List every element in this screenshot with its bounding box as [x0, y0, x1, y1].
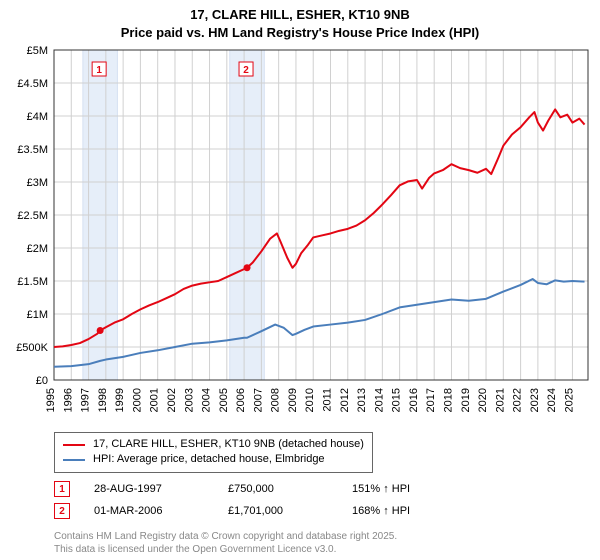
sale-date: 01-MAR-2006 [94, 505, 204, 517]
legend-item-hpi: HPI: Average price, detached house, Elmb… [63, 452, 364, 467]
svg-text:2023: 2023 [529, 388, 541, 412]
svg-text:2017: 2017 [425, 388, 437, 412]
legend: 17, CLARE HILL, ESHER, KT10 9NB (detache… [54, 432, 373, 473]
footer-line-2: This data is licensed under the Open Gov… [54, 543, 397, 556]
sale-price: £1,701,000 [228, 505, 328, 517]
legend-item-property: 17, CLARE HILL, ESHER, KT10 9NB (detache… [63, 437, 364, 452]
price-chart: £0 £500K £1M £1.5M £2M £2.5M £3M £3.5M £4M £4.5M £… [0, 44, 600, 424]
sale-row: 1 28-AUG-1997 £750,000 151% ↑ HPI [54, 478, 410, 500]
sale-date: 28-AUG-1997 [94, 483, 204, 495]
title-line-2: Price paid vs. HM Land Registry's House … [0, 24, 600, 42]
svg-text:2003: 2003 [183, 388, 195, 412]
svg-text:2001: 2001 [149, 388, 161, 412]
svg-text:2016: 2016 [408, 388, 420, 412]
legend-swatch-hpi [63, 459, 85, 461]
title-line-1: 17, CLARE HILL, ESHER, KT10 9NB [0, 6, 600, 24]
sale-marker-2: 2 [54, 503, 70, 519]
svg-text:2010: 2010 [304, 388, 316, 412]
svg-text:2018: 2018 [442, 388, 454, 412]
svg-text:2013: 2013 [356, 388, 368, 412]
svg-text:1998: 1998 [97, 388, 109, 412]
svg-text:2000: 2000 [131, 388, 143, 412]
svg-text:2004: 2004 [201, 388, 213, 412]
svg-text:2005: 2005 [218, 388, 230, 412]
svg-text:2014: 2014 [373, 388, 385, 412]
sale-pct: 168% ↑ HPI [352, 505, 410, 517]
svg-text:2022: 2022 [512, 388, 524, 412]
svg-text:1999: 1999 [114, 388, 126, 412]
svg-text:£2.5M: £2.5M [17, 210, 48, 222]
svg-text:£5M: £5M [27, 45, 48, 57]
sale-row: 2 01-MAR-2006 £1,701,000 168% ↑ HPI [54, 500, 410, 522]
svg-text:£3M: £3M [27, 177, 48, 189]
sales-table: 1 28-AUG-1997 £750,000 151% ↑ HPI 2 01-M… [54, 478, 410, 522]
svg-text:1996: 1996 [62, 388, 74, 412]
svg-text:2021: 2021 [494, 388, 506, 412]
sale-price: £750,000 [228, 483, 328, 495]
sale-pct: 151% ↑ HPI [352, 483, 410, 495]
svg-text:2012: 2012 [339, 388, 351, 412]
svg-text:£2M: £2M [27, 243, 48, 255]
svg-text:1995: 1995 [45, 388, 57, 412]
svg-text:2007: 2007 [252, 388, 264, 412]
svg-text:2025: 2025 [563, 388, 575, 412]
legend-label-hpi: HPI: Average price, detached house, Elmb… [93, 452, 325, 467]
svg-text:2011: 2011 [322, 388, 334, 412]
svg-text:£500K: £500K [16, 342, 48, 354]
sale-marker-1: 1 [54, 481, 70, 497]
svg-text:2002: 2002 [166, 388, 178, 412]
legend-label-property: 17, CLARE HILL, ESHER, KT10 9NB (detache… [93, 437, 364, 452]
footer-attribution: Contains HM Land Registry data © Crown c… [54, 530, 397, 556]
svg-text:2: 2 [243, 65, 249, 76]
svg-text:£0: £0 [36, 375, 48, 387]
svg-text:£4M: £4M [27, 111, 48, 123]
svg-text:2009: 2009 [287, 388, 299, 412]
svg-text:2019: 2019 [460, 388, 472, 412]
svg-text:£1M: £1M [27, 309, 48, 321]
footer-line-1: Contains HM Land Registry data © Crown c… [54, 530, 397, 543]
svg-text:£3.5M: £3.5M [17, 144, 48, 156]
svg-text:2020: 2020 [477, 388, 489, 412]
svg-text:2008: 2008 [270, 388, 282, 412]
chart-title: 17, CLARE HILL, ESHER, KT10 9NB Price pa… [0, 0, 600, 41]
svg-text:£1.5M: £1.5M [17, 276, 48, 288]
svg-text:2006: 2006 [235, 388, 247, 412]
svg-text:1997: 1997 [80, 388, 92, 412]
svg-text:£4.5M: £4.5M [17, 78, 48, 90]
svg-text:2015: 2015 [391, 388, 403, 412]
svg-text:2024: 2024 [546, 388, 558, 412]
legend-swatch-property [63, 444, 85, 446]
svg-text:1: 1 [96, 65, 102, 76]
